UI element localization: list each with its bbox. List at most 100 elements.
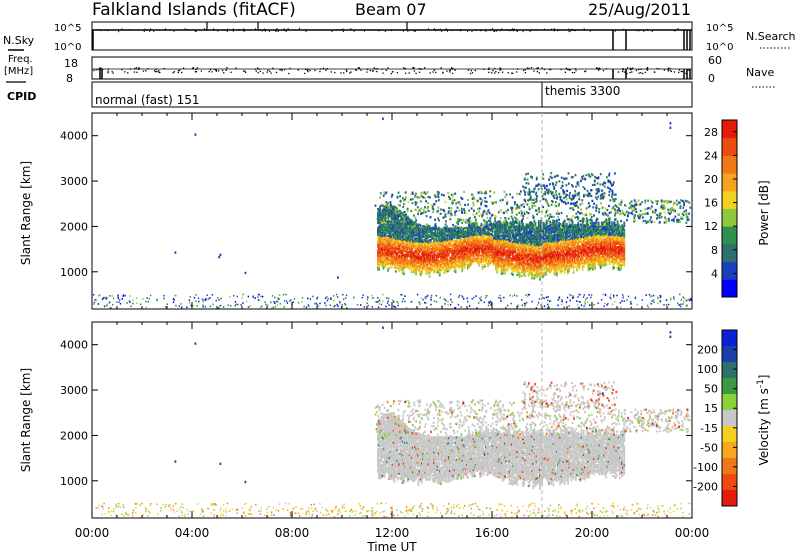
freq-dot [177, 70, 180, 72]
power-cell [387, 250, 389, 253]
power-cell [393, 247, 396, 250]
power-cell [413, 255, 415, 258]
power-cell [386, 209, 388, 212]
power-cell [444, 235, 447, 238]
power-cell [382, 252, 385, 255]
power-cell [416, 237, 419, 241]
noise-strip [92, 22, 692, 50]
power-cell [440, 252, 442, 255]
power-cell [447, 266, 450, 269]
power-cell [379, 211, 382, 215]
power-cell [382, 262, 385, 265]
noise-dot [204, 28, 206, 30]
noise-dot [438, 29, 440, 31]
power-cell [445, 252, 448, 255]
power-cell [441, 236, 443, 239]
freq-dot [667, 70, 669, 72]
cpid-mode-2: themis 3300 [545, 84, 620, 98]
power-cell [545, 219, 548, 222]
noise-dot [287, 28, 289, 30]
power-cell [404, 241, 406, 244]
power-cell [435, 236, 438, 239]
power-cell [389, 245, 392, 248]
power-cell [384, 225, 387, 229]
power-cell [397, 239, 400, 242]
power-cell [426, 267, 429, 271]
noise-dot [535, 29, 537, 31]
noise-dot [264, 30, 266, 32]
power-cell [395, 223, 397, 226]
freq-dot [469, 72, 472, 75]
power-cell [435, 265, 438, 268]
power-cell [379, 234, 382, 237]
power-cell [418, 247, 421, 250]
power-cell [422, 256, 424, 259]
power-cell [393, 242, 396, 245]
power-cell [392, 237, 395, 240]
power-cell [434, 246, 437, 249]
power-cell [397, 231, 400, 234]
noise-dot [244, 29, 246, 31]
power-cell [415, 247, 418, 250]
power-cell [399, 232, 402, 235]
power-cell [451, 249, 454, 253]
power-cell [451, 248, 454, 251]
noise-dot [173, 30, 175, 32]
power-cell [452, 234, 455, 237]
cpid-strip-frame [91, 81, 693, 108]
power-cell [397, 267, 400, 270]
noise-dot [378, 29, 380, 31]
power-cell [419, 274, 422, 277]
freq-strip-frame [91, 56, 693, 80]
power-cell [400, 244, 403, 247]
noise-dot [104, 29, 106, 31]
power-cell [392, 249, 395, 253]
power-cell [433, 268, 436, 271]
power-cell [433, 254, 436, 257]
power-cell [384, 255, 387, 258]
power-cell [428, 271, 431, 275]
power-cell [408, 221, 411, 224]
power-cell [415, 242, 418, 245]
power-cell [453, 255, 456, 259]
power-cell [425, 226, 428, 229]
freq-dot [214, 69, 216, 71]
power-cell [417, 247, 420, 250]
freq-dot [279, 69, 281, 71]
power-cell [379, 225, 382, 228]
power-cell [438, 239, 441, 242]
power-cell [450, 237, 452, 240]
power-cell [444, 226, 447, 229]
freq-dot [569, 69, 571, 71]
power-cell [377, 252, 379, 256]
power-cell [417, 223, 420, 226]
power-cell [399, 230, 402, 234]
power-cell [390, 228, 393, 231]
power-cell [383, 227, 386, 231]
power-cell [424, 251, 427, 255]
freq-dot [585, 70, 587, 72]
power-cell [417, 254, 420, 257]
power-cell [392, 229, 395, 232]
power-cell [408, 240, 411, 243]
power-cell [401, 270, 404, 273]
freq-tick-top: 18 [64, 57, 78, 70]
power-cell [384, 227, 387, 230]
noise-dot [675, 29, 677, 31]
power-cell [417, 235, 420, 238]
noise-dot [158, 29, 160, 31]
power-cell [418, 230, 421, 233]
power-cell [414, 255, 416, 258]
power-cell [453, 243, 456, 246]
power-cell [393, 257, 396, 260]
power-cell [392, 253, 395, 256]
power-cell [402, 226, 405, 229]
power-cell [449, 237, 451, 240]
power-cell [396, 248, 398, 252]
power-cell [417, 252, 420, 256]
power-cell [434, 232, 437, 236]
noise-dot [217, 30, 219, 32]
power-cell [577, 235, 580, 238]
power-cell [464, 261, 467, 264]
power-cell [447, 267, 450, 270]
